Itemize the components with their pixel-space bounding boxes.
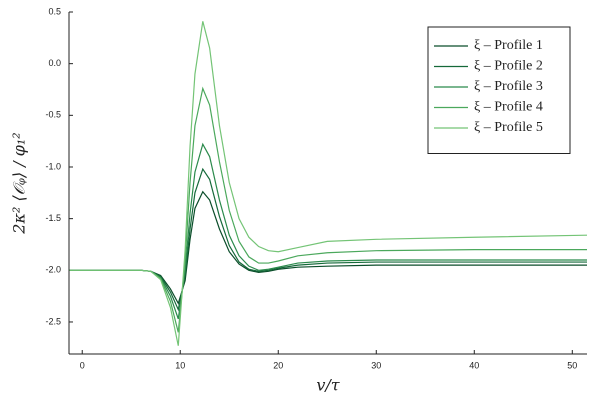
legend-label: ξ – Profile 5 xyxy=(474,120,543,135)
series-line xyxy=(69,142,587,320)
y-axis-label: 2κ² ⟨𝒪ᵩ⟩ / φ₁² xyxy=(10,132,29,234)
legend-box xyxy=(427,26,571,154)
legend-label: ξ – Profile 2 xyxy=(474,59,543,74)
x-tick-label: 40 xyxy=(469,360,479,370)
series-line xyxy=(69,21,588,346)
legend-label: ξ – Profile 4 xyxy=(474,100,543,115)
x-tick-label: 50 xyxy=(567,360,577,370)
x-tick-label: 20 xyxy=(273,360,283,370)
x-tick-label: 0 xyxy=(80,360,85,370)
series-line xyxy=(69,167,587,312)
legend-label: ξ – Profile 1 xyxy=(474,38,543,53)
y-tick-label: -0.5 xyxy=(45,110,61,120)
y-tick-label: 0.5 xyxy=(48,6,61,16)
x-axis-label: v/τ xyxy=(316,376,340,395)
legend-label: ξ – Profile 3 xyxy=(474,79,543,94)
y-tick-label: 0.0 xyxy=(48,58,61,68)
y-tick-label: -2.5 xyxy=(45,316,61,326)
y-tick-label: -2.0 xyxy=(45,265,61,275)
y-tick-label: -1.5 xyxy=(45,213,61,223)
y-tick-label: -1.0 xyxy=(45,161,61,171)
x-tick-label: 30 xyxy=(371,360,381,370)
x-tick-label: 10 xyxy=(175,360,185,370)
series-line xyxy=(69,190,587,305)
